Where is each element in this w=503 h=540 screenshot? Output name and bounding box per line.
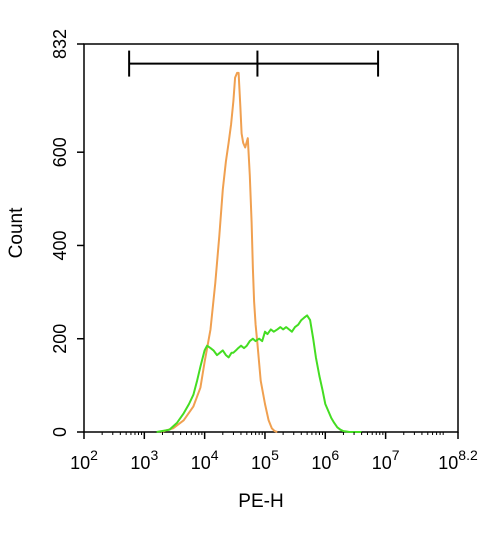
x-tick-exponent: 3 bbox=[150, 447, 158, 463]
x-tick-exponent: 6 bbox=[331, 447, 339, 463]
y-tick-label: 832 bbox=[50, 29, 70, 59]
x-tick-label: 105 bbox=[251, 447, 279, 473]
x-tick-exponent: 5 bbox=[271, 447, 279, 463]
x-tick-base: 10 bbox=[130, 453, 150, 473]
series-line-1 bbox=[160, 71, 278, 433]
plot-frame bbox=[83, 43, 459, 433]
y-axis-label: Count bbox=[6, 207, 27, 258]
x-axis-label: PE-H bbox=[238, 491, 283, 512]
y-tick-label: 0 bbox=[50, 427, 70, 437]
x-tick-base: 10 bbox=[311, 453, 331, 473]
series-line-2 bbox=[156, 314, 362, 433]
x-tick-label: 104 bbox=[191, 447, 219, 473]
x-tick-base: 10 bbox=[438, 453, 458, 473]
x-tick-exponent: 7 bbox=[392, 447, 400, 463]
x-tick-exponent: 4 bbox=[211, 447, 219, 463]
x-tick-label: 106 bbox=[311, 447, 339, 473]
y-tick-label: 400 bbox=[50, 230, 70, 260]
x-tick-base: 10 bbox=[251, 453, 271, 473]
x-tick-exponent: 8.2 bbox=[458, 447, 478, 463]
x-tick-base: 10 bbox=[191, 453, 211, 473]
x-tick-label: 102 bbox=[70, 447, 98, 473]
x-tick-base: 10 bbox=[372, 453, 392, 473]
x-tick-label: 107 bbox=[372, 447, 400, 473]
x-tick-label: 103 bbox=[130, 447, 158, 473]
x-tick-exponent: 2 bbox=[90, 447, 98, 463]
x-tick-base: 10 bbox=[70, 453, 90, 473]
x-tick-label: 108.2 bbox=[438, 447, 478, 473]
y-tick-label: 600 bbox=[50, 137, 70, 167]
y-tick-label: 200 bbox=[50, 324, 70, 354]
